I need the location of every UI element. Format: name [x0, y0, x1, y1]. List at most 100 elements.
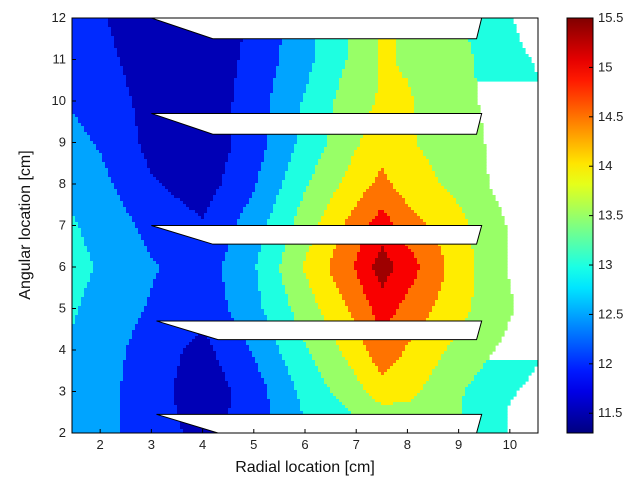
contour-cell [309, 285, 337, 289]
contour-cell [297, 213, 325, 217]
contour-cell [324, 150, 355, 154]
contour-cell [342, 297, 367, 301]
contour-cell [318, 162, 352, 166]
contour-cell [72, 120, 79, 124]
contour-cell [405, 294, 439, 298]
contour-cell [285, 249, 310, 253]
contour-cell [153, 279, 223, 283]
contour-cell [72, 252, 91, 256]
contour-cell [159, 180, 223, 184]
contour-cell [279, 348, 310, 352]
contour-cell [315, 171, 346, 175]
contour-cell [303, 192, 334, 196]
contour-cell [378, 252, 388, 256]
contour-cell [129, 342, 190, 346]
contour-cell [153, 174, 223, 178]
contour-cell [72, 207, 127, 211]
contour-cell [72, 18, 109, 22]
contour-cell [399, 306, 433, 310]
contour-cell [411, 87, 478, 91]
contour-cell [315, 39, 349, 43]
contour-cell [231, 402, 271, 406]
contour-cell [114, 42, 241, 46]
contour-cell [408, 81, 478, 85]
contour-cell [192, 339, 211, 343]
contour-cell [234, 78, 274, 82]
contour-cell [336, 285, 364, 289]
contour-cell [72, 54, 118, 58]
contour-cell [180, 198, 214, 202]
contour-cell [84, 237, 142, 241]
contour-cell [462, 414, 508, 418]
contour-cell [72, 336, 133, 340]
contour-cell [342, 72, 379, 76]
contour-cell [378, 366, 391, 370]
contour-cell [225, 258, 259, 262]
contour-cell [72, 429, 121, 433]
contour-cell [339, 288, 364, 292]
x-tick-label: 10 [503, 437, 517, 452]
contour-cell [72, 201, 124, 205]
contour-cell [144, 309, 229, 313]
contour-cell [72, 192, 118, 196]
contour-cell [471, 51, 526, 55]
contour-cell [360, 279, 379, 283]
contour-cell [84, 126, 139, 130]
contour-cell [258, 282, 283, 286]
contour-cell [402, 75, 475, 79]
contour-cell [417, 141, 484, 145]
contour-cell [90, 276, 157, 280]
contour-cell [285, 177, 313, 181]
contour-cell [282, 255, 307, 259]
contour-cell [252, 354, 283, 358]
contour-cell [351, 366, 379, 370]
contour-cell [120, 63, 238, 67]
contour-cell [72, 30, 112, 34]
contour-cell [72, 141, 94, 145]
contour-cell [162, 183, 223, 187]
contour-cell [303, 411, 352, 415]
contour-cell [183, 351, 217, 355]
contour-cell [261, 168, 289, 172]
contour-cell [411, 249, 442, 253]
contour-cell [78, 309, 145, 313]
contour-cell [324, 147, 358, 151]
contour-cell [72, 183, 115, 187]
contour-cell [273, 84, 307, 88]
contour-cell [297, 135, 328, 139]
contour-cell [237, 222, 268, 226]
contour-cell [441, 288, 475, 292]
contour-cell [399, 66, 475, 70]
contour-cell [306, 90, 337, 94]
contour-cell [465, 390, 517, 394]
contour-cell [342, 69, 379, 73]
contour-cell [120, 426, 181, 430]
x-tick-label: 2 [97, 437, 104, 452]
contour-cell [294, 222, 319, 226]
contour-cell [372, 360, 397, 364]
contour-cell [126, 357, 181, 361]
contour-cell [471, 42, 523, 46]
contour-cell [72, 231, 82, 235]
contour-cell [387, 279, 415, 283]
contour-cell [465, 18, 514, 22]
contour-cell [72, 270, 94, 274]
contour-cell [339, 345, 367, 349]
contour-cell [471, 297, 514, 301]
contour-cell [264, 159, 292, 163]
contour-cell [273, 78, 310, 82]
contour-cell [108, 168, 151, 172]
contour-cell [72, 180, 112, 184]
contour-cell [396, 360, 439, 364]
contour-cell [330, 387, 364, 391]
colorbar: 11.5 12 12.5 13 13.5 14 14.5 15 15.5 [566, 10, 623, 434]
contour-cell [120, 405, 178, 409]
contour-cell [378, 54, 397, 58]
contour-cell [270, 399, 301, 403]
contour-cell [324, 378, 358, 382]
contour-cell [462, 402, 511, 406]
contour-cell [324, 213, 352, 217]
contour-cell [273, 90, 307, 94]
contour-cell [348, 51, 379, 55]
contour-cell [72, 306, 79, 310]
